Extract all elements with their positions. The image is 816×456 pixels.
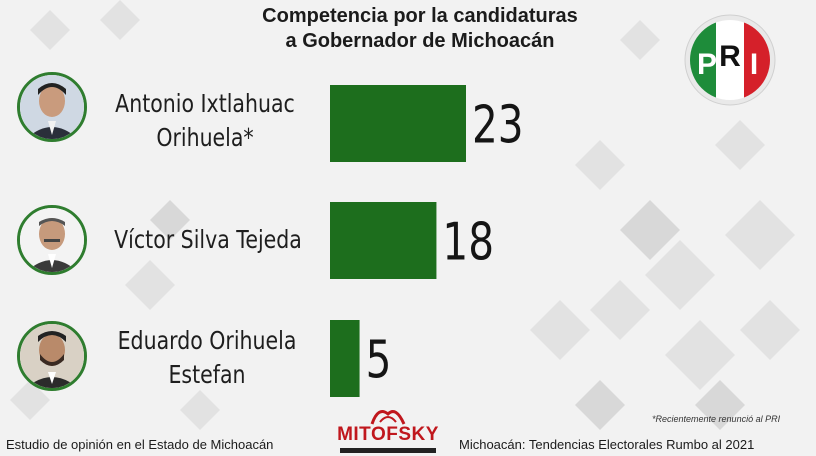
footer-left: Estudio de opinión en el Estado de Micho…	[6, 437, 274, 452]
brand-name: MITOFSKY	[337, 424, 439, 445]
candidate-1-line-1: Antonio Ixtlahuac	[115, 89, 295, 118]
bar-1	[330, 85, 466, 162]
candidate-photo-3	[17, 321, 87, 391]
bar-3	[330, 320, 360, 397]
svg-text:I: I	[750, 48, 758, 81]
candidate-2-line-1: Víctor Silva Tejeda	[114, 225, 302, 254]
chart-title: Competencia por la candidaturas a Gobern…	[160, 4, 680, 54]
candidate-name-2: Víctor Silva Tejeda	[110, 223, 307, 257]
mitofsky-logo	[370, 410, 406, 425]
footer-right: Michoacán: Tendencias Electorales Rumbo …	[459, 437, 755, 452]
bar-2	[330, 202, 437, 279]
candidate-name-1: Antonio Ixtlahuac Orihuela*	[111, 87, 300, 155]
footnote-marker: *	[652, 414, 656, 424]
candidate-photo-1	[17, 72, 87, 142]
pri-logo: P R I	[684, 14, 776, 106]
title-line-2: a Gobernador de Michoacán	[285, 30, 555, 52]
footnote-text: Recientemente renunció al PRI	[655, 414, 781, 424]
brand-underline	[340, 448, 436, 453]
title-line-1: Competencia por la candidaturas	[262, 5, 578, 27]
bar-value-label-1: 23	[472, 95, 524, 155]
candidate-3-line-2: Estefan	[168, 360, 246, 389]
svg-text:R: R	[719, 40, 741, 73]
svg-text:P: P	[697, 48, 717, 81]
candidate-name-3: Eduardo Orihuela Estefan	[113, 324, 302, 392]
bar-value-label-2: 18	[442, 212, 494, 272]
bar-value-label-3: 5	[366, 330, 392, 390]
footnote: *Recientemente renunció al PRI	[652, 414, 780, 424]
candidate-photo-2	[17, 205, 87, 275]
candidate-3-line-1: Eduardo Orihuela	[117, 326, 297, 355]
candidate-1-line-2: Orihuela*	[156, 123, 254, 152]
